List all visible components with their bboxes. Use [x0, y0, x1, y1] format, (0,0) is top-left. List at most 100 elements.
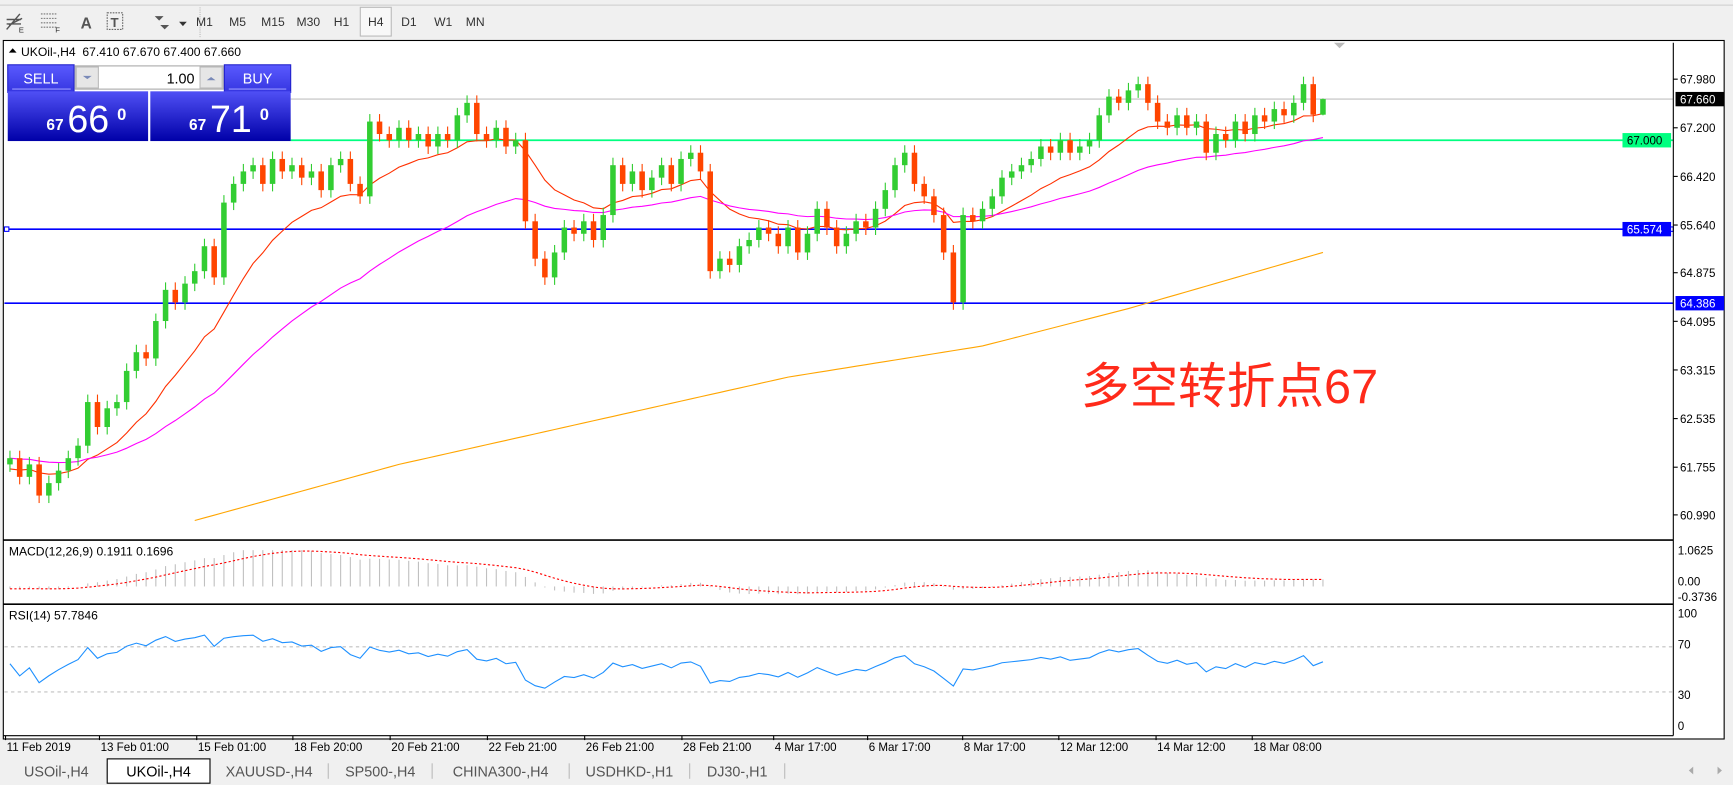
candle	[746, 232, 752, 254]
timeframe-m30[interactable]: M30	[297, 15, 321, 29]
price-tick-label: 64.095	[1680, 316, 1715, 329]
tab-china300-h4[interactable]: CHINA300-,H4	[453, 763, 570, 781]
bid-price-label-bg	[1675, 91, 1725, 107]
candle-body	[678, 158, 684, 184]
tab-dj30-h1[interactable]: DJ30-,H1	[707, 763, 786, 781]
sell-label: SELL	[23, 72, 58, 88]
sell-price-big: 67	[46, 117, 63, 134]
period-separator-icon[interactable]: E	[6, 13, 24, 35]
candle-body	[765, 227, 772, 234]
candle	[736, 238, 743, 273]
sell-button[interactable]: SELL	[7, 64, 75, 93]
tab-usdhkd-h1[interactable]: USDHKD-,H1	[586, 763, 691, 781]
candle-body	[503, 127, 509, 147]
candle-body	[1184, 115, 1190, 128]
candle	[1252, 107, 1258, 142]
text-icon[interactable]: A	[81, 15, 92, 32]
candle	[65, 450, 72, 479]
scroll-right-icon[interactable]	[1717, 766, 1722, 775]
candle	[775, 226, 782, 254]
candle	[55, 463, 62, 491]
volume-down-button[interactable]	[75, 66, 99, 89]
candle	[542, 251, 548, 285]
volume-value[interactable]: 1.00	[167, 72, 195, 88]
candle-body	[1222, 134, 1229, 141]
candle	[1281, 101, 1287, 123]
candle	[328, 157, 334, 198]
candle	[1222, 126, 1229, 148]
candle-body	[756, 227, 762, 240]
tab-sp500-h4[interactable]: SP500-,H4	[345, 763, 433, 781]
volume-input[interactable]	[74, 65, 224, 90]
candle-body	[435, 134, 441, 147]
resist-price-label: 65.574	[1627, 224, 1663, 237]
chart-shift-icon[interactable]	[1334, 42, 1346, 49]
candle	[503, 120, 509, 154]
candle-body	[201, 246, 208, 272]
buy-price[interactable]: 67 71 0	[150, 91, 291, 142]
price-tick-label: 63.315	[1680, 364, 1715, 377]
candle	[493, 120, 500, 148]
rsi-axis-label: 100	[1678, 607, 1697, 620]
arrows-dropdown-icon[interactable]	[154, 16, 187, 30]
price-tick-label: 60.990	[1680, 509, 1715, 522]
candle-body	[1008, 171, 1015, 178]
candle-body	[260, 165, 266, 184]
timeframe-m1[interactable]: M1	[196, 15, 213, 29]
candle	[1028, 151, 1034, 173]
svg-text:T: T	[111, 15, 119, 30]
collapse-arrow-icon[interactable]	[8, 48, 17, 53]
tab-ukoil-h4[interactable]: UKOil-,H4	[106, 758, 211, 784]
pivot-price-label-bg	[1622, 133, 1672, 148]
candle	[999, 170, 1005, 204]
buy-button[interactable]: BUY	[223, 64, 292, 93]
time-tick-label: 15 Feb 01:00	[198, 741, 266, 754]
candle	[1213, 126, 1219, 161]
candle-body	[785, 227, 791, 247]
line-handle[interactable]	[3, 226, 10, 232]
volume-up-button[interactable]	[199, 66, 223, 89]
candle	[1232, 114, 1239, 148]
buy-price-sup: 0	[260, 105, 269, 124]
candle	[697, 145, 704, 179]
candle	[619, 157, 626, 192]
candle-body	[970, 215, 976, 222]
candle-body	[1242, 121, 1248, 135]
timeframe-h1[interactable]: H1	[334, 15, 350, 29]
price-tick-label: 67.200	[1680, 122, 1715, 135]
candle	[1184, 107, 1190, 136]
timeframe-d1[interactable]: D1	[401, 15, 417, 29]
tab-xauusd-h4[interactable]: XAUUSD-,H4	[226, 763, 329, 781]
candle-body	[1047, 146, 1054, 153]
candle	[405, 120, 412, 148]
candle-body	[950, 252, 957, 303]
candle	[1135, 76, 1141, 98]
candle	[717, 251, 723, 279]
timeframe-mn[interactable]: MN	[466, 15, 485, 29]
candle	[522, 132, 529, 229]
fibonacci-icon[interactable]: F	[40, 13, 60, 35]
candle	[36, 456, 42, 504]
sell-price[interactable]: 67 66 0	[7, 91, 149, 142]
candle	[133, 344, 140, 379]
candle	[435, 126, 441, 154]
candle	[872, 201, 879, 236]
candle	[396, 120, 402, 148]
candle	[211, 238, 217, 285]
candle-body	[726, 258, 733, 265]
candle-body	[600, 215, 606, 240]
candle	[512, 132, 519, 154]
buy-label: BUY	[243, 72, 273, 88]
timeframe-m5[interactable]: M5	[229, 15, 246, 29]
text-label-icon[interactable]: T	[106, 12, 124, 30]
candle	[1174, 107, 1180, 136]
timeframe-w1[interactable]: W1	[434, 15, 452, 29]
candle-body	[610, 165, 616, 216]
timeframe-h4[interactable]: H4	[368, 15, 384, 29]
timeframe-m15[interactable]: M15	[261, 15, 285, 29]
price-tick-label: 67.980	[1680, 74, 1715, 87]
scroll-left-icon[interactable]	[1688, 766, 1694, 775]
candle-body	[1077, 146, 1083, 153]
candle	[386, 126, 393, 148]
candle-body	[775, 233, 782, 247]
